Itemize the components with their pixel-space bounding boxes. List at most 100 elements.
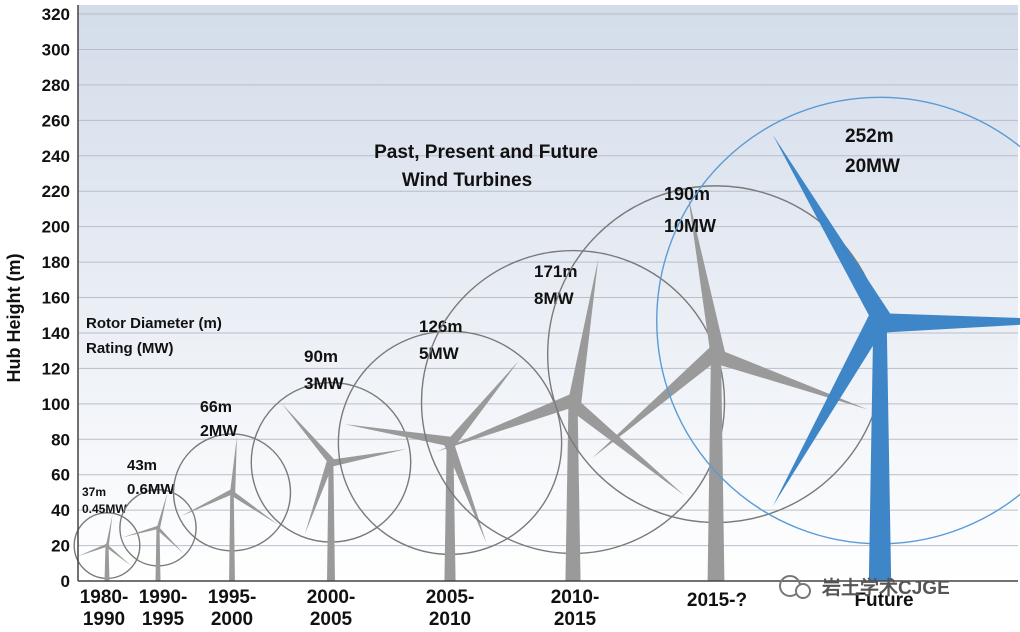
turbine-blade xyxy=(344,424,452,447)
turbine-blade xyxy=(436,394,575,452)
watermark-text: 岩土学术CJGE xyxy=(821,576,950,599)
nacelle-hub xyxy=(327,458,335,467)
y-axis-ticks: 0 20 40 60 80 100 120 140 160 180 200 220 240 260 280 3… xyxy=(42,5,70,591)
x-category-label-line2: 2010 xyxy=(429,609,471,630)
turbine-blade xyxy=(122,525,159,538)
rating-label: 2MW xyxy=(200,423,238,440)
turbine-blade xyxy=(568,258,599,404)
tower xyxy=(155,527,161,581)
rotor-diameter-label: 66m xyxy=(200,399,232,416)
rotor-diameter-label: 252m xyxy=(845,126,894,147)
x-category-label: 2010- xyxy=(551,587,600,608)
turbine-blade xyxy=(105,544,132,566)
turbine-blade xyxy=(77,543,108,557)
tower xyxy=(229,492,235,581)
wechat-icon-inner xyxy=(795,583,811,599)
turbine-1: 43m 0.6MW 1990-1995 xyxy=(119,457,197,630)
rating-label: 3MW xyxy=(304,374,345,393)
y-axis-label: Hub Height (m) xyxy=(4,254,24,383)
y-tick-label: 180 xyxy=(42,253,70,272)
rating-label: 8MW xyxy=(534,289,575,308)
x-category-label-line2: 1995 xyxy=(142,609,185,630)
rating-label: 5MW xyxy=(419,344,460,363)
turbine-3: 90m 3MW 2000-2005 xyxy=(250,347,412,630)
nacelle-hub xyxy=(868,309,892,332)
rotor-diameter-label: 37m xyxy=(82,485,106,499)
nacelle-hub xyxy=(707,345,725,363)
x-category-label-line2: 2015 xyxy=(554,609,597,630)
x-category-label: Future xyxy=(854,590,913,611)
x-category-label: 2015-? xyxy=(687,590,747,611)
x-category-label: 2005- xyxy=(426,587,475,608)
turbine-blade xyxy=(447,360,519,447)
turbine-blade xyxy=(567,398,685,496)
nacelle-hub xyxy=(565,394,581,410)
turbine-blade xyxy=(687,195,726,356)
turbine-blade xyxy=(105,514,113,546)
turbine-blade xyxy=(880,313,1020,333)
rating-label: 0.6MW xyxy=(127,481,175,498)
rating-label: 20MW xyxy=(845,156,900,177)
turbine-blade xyxy=(181,489,233,517)
nacelle-hub xyxy=(156,525,160,530)
turbine-blade xyxy=(772,314,887,507)
y-tick-label: 100 xyxy=(42,395,70,414)
x-category-label: 1990- xyxy=(139,587,188,608)
y-tick-label: 80 xyxy=(51,430,70,449)
turbine-2: 66m 2MW 1995-2000 xyxy=(172,399,292,630)
rotor-diameter-label: 171m xyxy=(534,262,577,281)
y-tick-label: 40 xyxy=(51,501,70,520)
tower xyxy=(104,545,110,581)
turbines: 37m 0.45MW 1980-1990 43m 0.6MW 1990-1995 66m 2M… xyxy=(73,96,1020,630)
chart-title-line1: Past, Present and Future xyxy=(374,142,598,163)
turbine-blade xyxy=(330,448,407,467)
tower xyxy=(565,402,581,581)
x-category-label-line2: 1990 xyxy=(83,609,125,630)
x-category-label-line2: 2005 xyxy=(310,609,353,630)
turbine-blade xyxy=(281,403,335,464)
tower xyxy=(707,354,725,581)
y-tick-label: 120 xyxy=(42,359,70,378)
tower xyxy=(868,320,892,581)
x-category-label-line2: 2000 xyxy=(211,609,253,630)
rating-label: 0.45MW xyxy=(82,502,127,516)
turbine-0: 37m 0.45MW 1980-1990 xyxy=(73,485,141,630)
y-tick-label: 160 xyxy=(42,289,70,308)
chart-title-line2: Wind Turbines xyxy=(402,170,532,191)
y-tick-label: 220 xyxy=(42,182,70,201)
turbine-5: 171m 8MW 2010-2015 xyxy=(420,249,726,630)
turbine-6: 190m 10MW 2015-? xyxy=(546,184,886,611)
turbine-blade xyxy=(230,490,278,525)
y-tick-label: 20 xyxy=(51,537,70,556)
y-tick-label: 200 xyxy=(42,218,70,237)
y-tick-label: 300 xyxy=(42,40,70,59)
turbine-blade xyxy=(304,460,334,535)
y-tick-label: 0 xyxy=(61,572,70,591)
x-category-label: 1995- xyxy=(208,587,257,608)
y-tick-label: 240 xyxy=(42,147,70,166)
x-category-label: 2000- xyxy=(307,587,356,608)
turbine-blade xyxy=(592,347,720,459)
turbine-blade xyxy=(230,436,237,493)
rotor-diameter-label: 190m xyxy=(664,184,710,204)
watermark: 岩土学术CJGE xyxy=(779,575,950,599)
y-tick-label: 140 xyxy=(42,324,70,343)
turbine-blade xyxy=(712,348,868,410)
legend-rating: Rating (MW) xyxy=(86,340,173,357)
y-tick-label: 60 xyxy=(51,466,70,485)
legend-rotor-diameter: Rotor Diameter (m) xyxy=(86,315,222,332)
turbine-blade xyxy=(156,526,184,554)
y-tick-label: 320 xyxy=(42,5,70,24)
y-tick-label: 280 xyxy=(42,76,70,95)
y-tick-label: 260 xyxy=(42,111,70,130)
rating-label: 10MW xyxy=(664,216,716,236)
rotor-diameter-label: 90m xyxy=(304,347,338,366)
x-category-label: 1980- xyxy=(80,587,129,608)
tower xyxy=(444,442,456,581)
turbine-blade xyxy=(772,134,891,325)
turbine-blade xyxy=(156,492,168,529)
nacelle-hub xyxy=(105,543,109,548)
rotor-diameter-label: 43m xyxy=(127,457,157,474)
tower xyxy=(327,462,335,581)
